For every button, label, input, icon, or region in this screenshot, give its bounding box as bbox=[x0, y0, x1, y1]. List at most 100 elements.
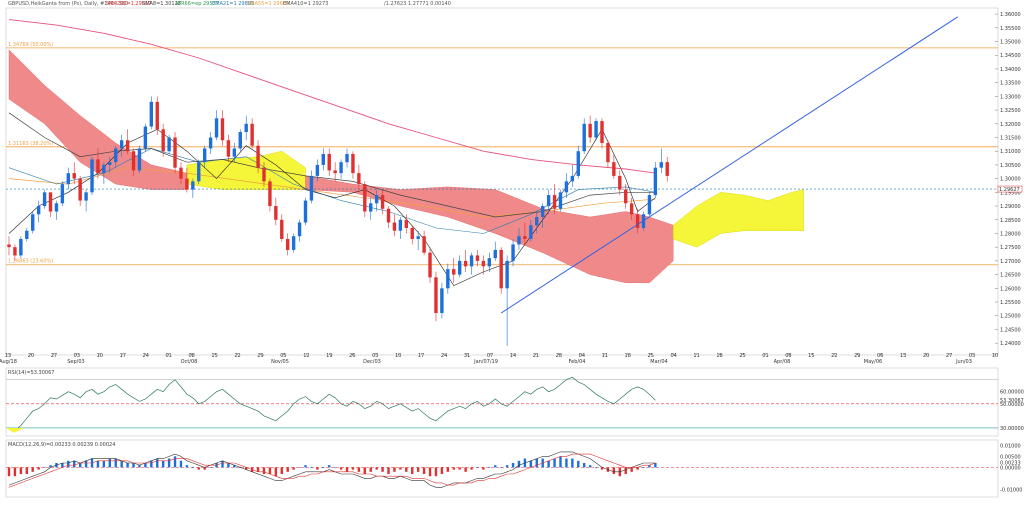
macd-histogram-bar bbox=[505, 465, 509, 468]
candle-bearish bbox=[333, 170, 337, 174]
macd-histogram-bar bbox=[7, 467, 11, 477]
macd-histogram-bar bbox=[191, 467, 195, 468]
x-tick-label: 06 bbox=[877, 353, 883, 359]
sma200-header: SMA200=1.29817 bbox=[106, 1, 151, 7]
y-tick-label: 1.35000 bbox=[1000, 40, 1021, 46]
candle-bullish bbox=[102, 164, 106, 174]
candle-bearish bbox=[606, 142, 610, 163]
x-tick-label: 13 bbox=[900, 353, 906, 359]
candle-bearish bbox=[392, 222, 397, 231]
rsi-panel[interactable] bbox=[5, 367, 999, 437]
candle-bearish bbox=[475, 255, 480, 261]
ema21-line bbox=[8, 148, 656, 234]
candle-bearish bbox=[262, 167, 266, 182]
macd-histogram-bar bbox=[511, 462, 515, 468]
macd-histogram-bar bbox=[138, 465, 141, 468]
macd-histogram-bar bbox=[245, 467, 248, 470]
x-tick-label: 24 bbox=[143, 353, 149, 359]
candle-bullish bbox=[119, 140, 124, 149]
candle-bullish bbox=[535, 217, 539, 226]
macd-histogram-bar bbox=[203, 467, 206, 470]
candle-bullish bbox=[398, 219, 403, 231]
x-tick-label: 21 bbox=[533, 353, 539, 359]
macd-histogram-bar bbox=[399, 467, 402, 470]
y-tick-label: 1.24000 bbox=[1000, 341, 1021, 347]
macd-histogram-bar bbox=[25, 467, 28, 475]
candle-bearish bbox=[357, 173, 361, 185]
main-plot-layer: 1.36000 1.35500 1.35000 1.34500 1.34000 1.335… bbox=[0, 12, 1023, 365]
macd-histogram-bar bbox=[535, 458, 538, 468]
macd-histogram-bar bbox=[470, 467, 473, 470]
candle-bearish bbox=[96, 159, 100, 174]
candle-bullish bbox=[108, 162, 112, 165]
candle-bearish bbox=[363, 184, 367, 212]
macd-histogram-bar bbox=[304, 465, 307, 468]
candle-bearish bbox=[618, 175, 622, 190]
macd-histogram-bar bbox=[209, 467, 212, 468]
y-tick-label: 1.26000 bbox=[1000, 286, 1021, 292]
macd-histogram-bar bbox=[310, 467, 313, 468]
candle-bullish bbox=[303, 200, 308, 223]
candle-bearish bbox=[612, 162, 616, 176]
candle-bearish bbox=[665, 162, 669, 176]
candle-bullish bbox=[60, 184, 65, 204]
macd-histogram-bar bbox=[161, 460, 165, 468]
x-tick-label: 03 bbox=[969, 353, 975, 359]
macd-histogram-bar bbox=[654, 462, 657, 468]
y-tick-label: 1.29500 bbox=[1000, 190, 1021, 196]
macd-histogram-bar bbox=[428, 467, 432, 477]
candle-bearish bbox=[7, 244, 11, 248]
candle-bearish bbox=[13, 247, 17, 256]
x-tick-label: 08 bbox=[785, 353, 791, 359]
macd-histogram-bar bbox=[126, 462, 129, 468]
x-month-label: Jan/07/19 bbox=[473, 359, 498, 365]
macd-panel[interactable] bbox=[5, 439, 999, 498]
candle-bearish bbox=[78, 178, 82, 201]
candle-bullish bbox=[309, 175, 314, 201]
y-tick-label: 1.31000 bbox=[1000, 149, 1021, 155]
candle-bullish bbox=[208, 137, 213, 149]
macd-histogram-bar bbox=[322, 467, 325, 468]
candle-bearish bbox=[250, 123, 254, 146]
candle-bullish bbox=[167, 137, 171, 152]
x-tick-label: 10 bbox=[992, 353, 998, 359]
macd-histogram-bar bbox=[144, 462, 147, 468]
macd-histogram-bar bbox=[78, 462, 82, 468]
symbol-header: GBPUSD,HeikGanta from (Ps), Daily, #140 … bbox=[8, 1, 128, 7]
macd-histogram-bar bbox=[517, 460, 521, 468]
macd-histogram-bar bbox=[600, 467, 604, 470]
macd-histogram-bar bbox=[553, 458, 556, 468]
macd-histogram-bar bbox=[173, 456, 177, 468]
macd-histogram-bar bbox=[476, 467, 479, 468]
macd-histogram-bar bbox=[636, 467, 639, 470]
x-tick-label: 27 bbox=[51, 353, 57, 359]
candle-bullish bbox=[570, 175, 575, 182]
macd-histogram-bar bbox=[280, 467, 283, 475]
y-tick-label: 1.29000 bbox=[1000, 204, 1021, 210]
macd-histogram-bar bbox=[387, 467, 390, 475]
fib-level-label: 1.26863 (23.60%) bbox=[8, 259, 53, 265]
x-month-label: Mar/04 bbox=[650, 359, 667, 365]
macd-histogram-bar bbox=[233, 465, 236, 468]
macd-histogram-bar bbox=[369, 467, 372, 472]
macd-histogram-bar bbox=[381, 467, 384, 472]
candle-bullish bbox=[564, 181, 569, 193]
x-tick-label: 07 bbox=[487, 353, 493, 359]
macd-histogram-bar bbox=[19, 467, 23, 475]
y-tick-label: 1.32000 bbox=[1000, 122, 1021, 128]
y-tick-label: 1.33500 bbox=[1000, 81, 1021, 87]
macd-histogram-bar bbox=[577, 460, 580, 468]
macd-histogram-bar bbox=[114, 458, 117, 468]
kijun-line bbox=[8, 112, 656, 218]
x-month-label: Oct/08 bbox=[181, 359, 198, 365]
y-tick-label: 1.31500 bbox=[1000, 136, 1021, 142]
candle-bullish bbox=[54, 203, 59, 212]
macd-histogram-bar bbox=[416, 467, 420, 472]
candle-bullish bbox=[659, 162, 663, 168]
candle-bullish bbox=[137, 148, 142, 171]
candle-bullish bbox=[36, 206, 41, 215]
candle-bullish bbox=[214, 118, 219, 138]
macd-histogram-bar bbox=[547, 460, 550, 468]
x-tick-label: 22 bbox=[234, 353, 240, 359]
